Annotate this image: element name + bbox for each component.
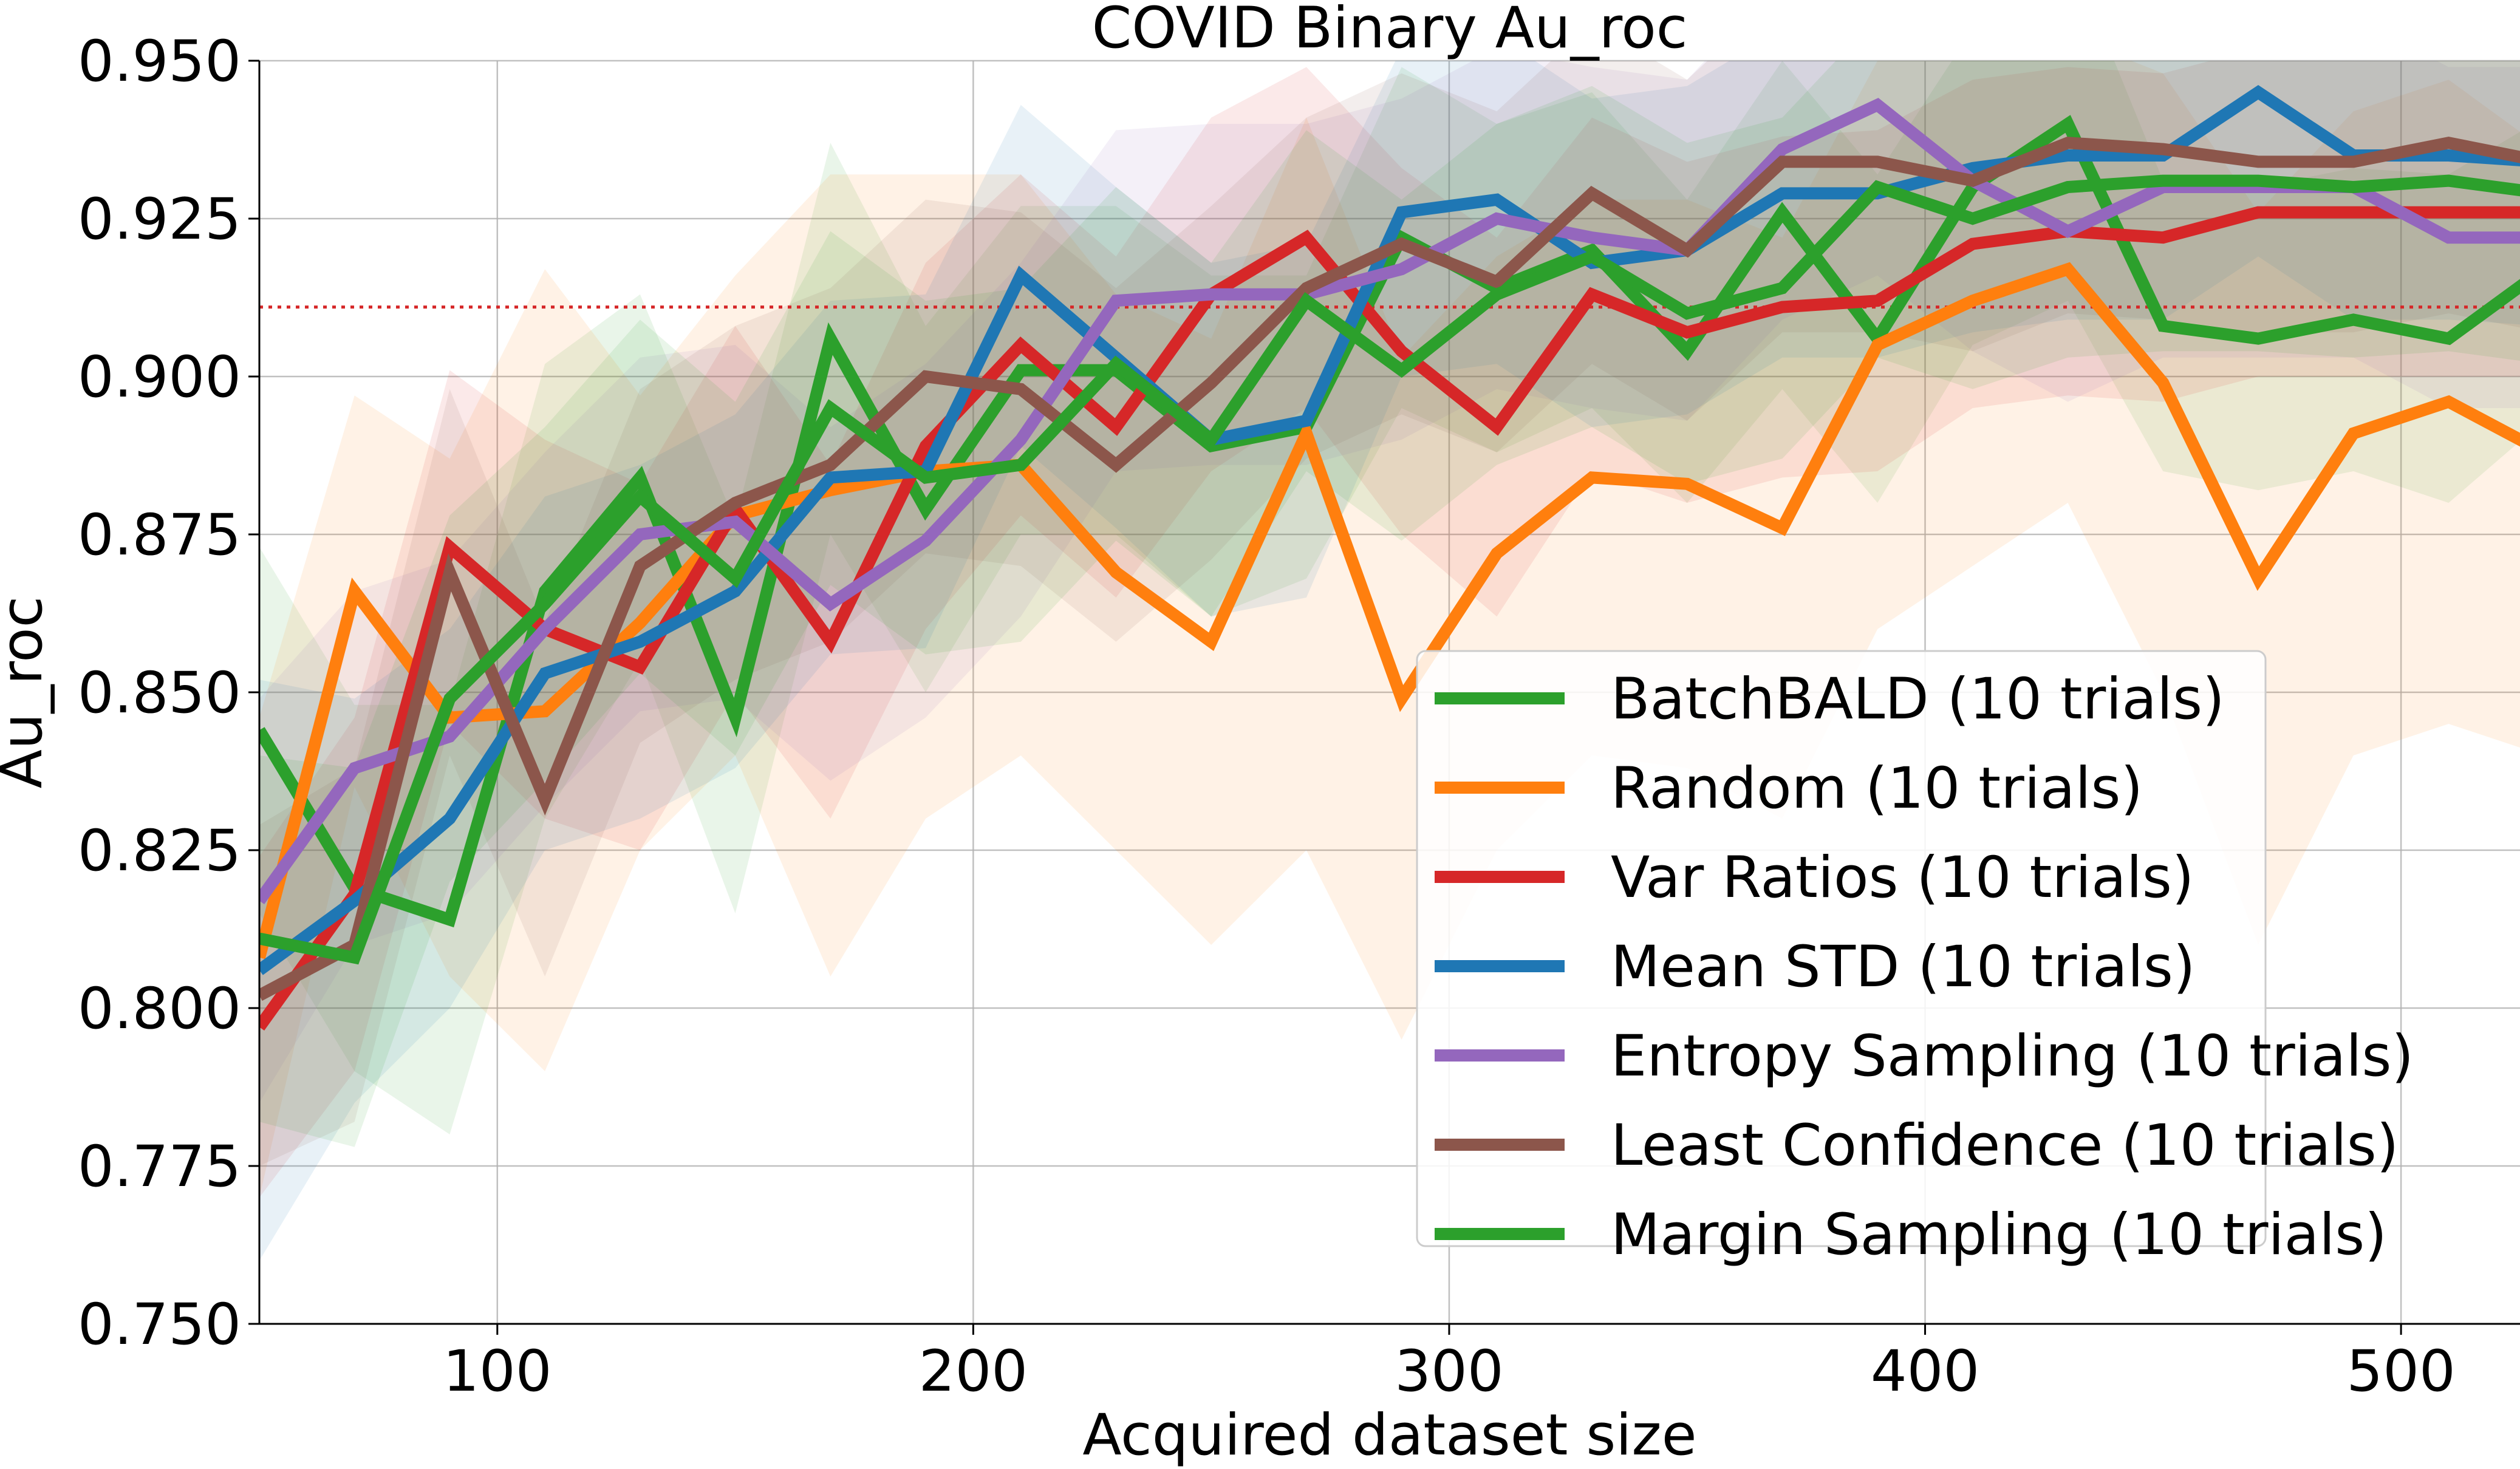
confidence-band: [259, 61, 2520, 1134]
y-tick-label: 0.800: [78, 976, 241, 1042]
series-lines: [259, 84, 2520, 1031]
y-tick-label: 0.900: [78, 344, 241, 411]
confidence-band: [259, 61, 2520, 1147]
x-tick-label: 400: [1871, 1338, 1979, 1405]
legend-label: Margin Sampling (10 trials): [1611, 1202, 2387, 1268]
confidence-band: [259, 61, 2520, 1166]
y-tick-label: 0.925: [78, 186, 241, 253]
chart-title: COVID Binary Au_roc: [1092, 0, 1688, 61]
y-tick-label: 0.750: [78, 1292, 241, 1358]
legend-label: BatchBALD (10 trials): [1611, 666, 2225, 732]
y-tick-label: 0.850: [78, 660, 241, 726]
x-ticks: 100 200 300 400 500: [443, 1324, 2456, 1405]
x-tick-label: 500: [2346, 1338, 2455, 1405]
y-tick-label: 0.825: [78, 818, 241, 884]
confidence-band: [259, 61, 2520, 1103]
series-line: [259, 206, 2520, 1031]
legend-label: Mean STD (10 trials): [1611, 934, 2196, 1000]
legend-label: Entropy Sampling (10 trials): [1611, 1023, 2414, 1089]
confidence-band: [259, 61, 2520, 1198]
series-line: [259, 137, 2520, 1001]
legend: BatchBALD (10 trials) Random (10 trials) V…: [1416, 650, 2414, 1268]
y-tick-label: 0.950: [78, 29, 241, 95]
y-tick-label: 0.775: [78, 1134, 241, 1200]
x-tick-label: 300: [1395, 1338, 1503, 1405]
y-tick-label: 0.875: [78, 502, 241, 568]
x-tick-label: 200: [919, 1338, 1028, 1405]
legend-label: Random (10 trials): [1611, 755, 2143, 822]
series-line: [259, 174, 2520, 965]
x-axis-title: Acquired dataset size: [1082, 1402, 1696, 1468]
series-line: [259, 84, 2520, 975]
x-tick-label: 100: [443, 1338, 551, 1405]
y-axis-title: Au_roc: [0, 596, 55, 789]
y-ticks: 0.750 0.775 0.800 0.825 0.850 0.875 0.900 0.925…: [78, 29, 259, 1358]
legend-box: [1416, 650, 2267, 1247]
legend-label: Least Confidence (10 trials): [1611, 1113, 2399, 1179]
legend-label: Var Ratios (10 trials): [1611, 845, 2194, 911]
series-line: [259, 98, 2520, 905]
series-line: [259, 262, 2520, 959]
